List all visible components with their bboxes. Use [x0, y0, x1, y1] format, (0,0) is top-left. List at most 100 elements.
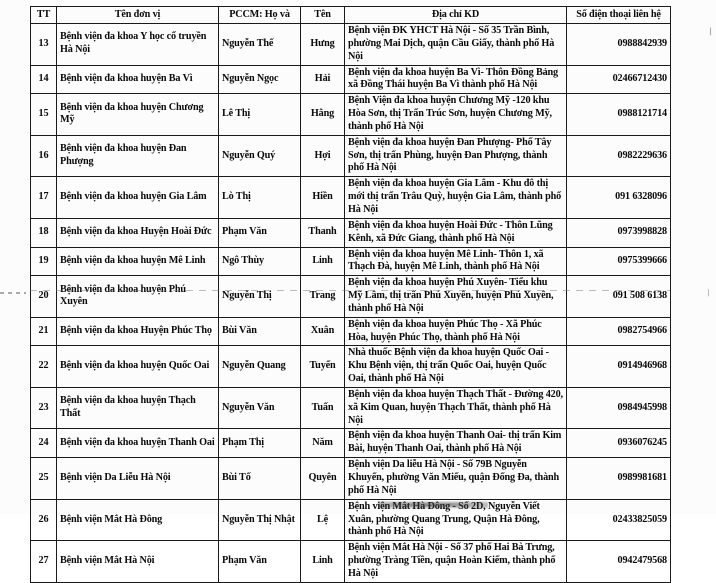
row-cell-phone: 02466712430: [566, 64, 671, 95]
row-cell-ho-va: Phạm Văn: [218, 217, 301, 248]
row-cell-unit: Bệnh viện đa khoa huyện Gia Lâm: [56, 176, 219, 219]
row-cell-tt: 24: [30, 428, 57, 459]
row-cell-phone: 0973998828: [566, 217, 671, 248]
row-cell-tt: 27: [30, 540, 57, 583]
row-cell-unit: Bệnh viện đa khoa huyện Quốc Oai: [56, 345, 219, 388]
row-cell-phone: 0982754966: [566, 316, 671, 347]
row-cell-phone: 0984945998: [566, 386, 671, 430]
row-cell-tt: 23: [30, 386, 57, 430]
row-cell-ten: Hiền: [300, 176, 345, 219]
row-cell-ho-va: Phạm Văn: [218, 540, 301, 583]
table-row: 24 Bệnh viện đa khoa huyện Thanh Oai Phạm …: [30, 428, 671, 459]
row-cell-phone: 0982229636: [566, 134, 671, 178]
table-header: TT Tên đơn vị PCCM: Họ và Tên Địa chỉ KD…: [30, 6, 671, 24]
row-cell-tt: 15: [30, 93, 57, 136]
row-cell-tt: 18: [30, 217, 57, 248]
row-cell-tt: 21: [30, 316, 57, 347]
row-cell-ten: Trang: [300, 275, 345, 318]
row-cell-ten: Hợi: [300, 134, 345, 178]
table-row: 27 Bệnh viện Mắt Hà Nội Phạm Văn Linh Bệnh v…: [30, 540, 671, 583]
row-cell-unit: Bệnh viện đa khoa huyện Phú Xuyên: [56, 275, 219, 318]
row-cell-unit: Bệnh viện Da Liễu Hà Nội: [56, 457, 219, 500]
row-cell-address: Bệnh viện đa khoa huyện Ba Vì- Thôn Đồng…: [344, 64, 567, 95]
column-header-ho-va: PCCM: Họ và: [218, 6, 301, 24]
row-cell-tt: 19: [30, 246, 57, 277]
row-cell-unit: Bệnh viện đa khoa huyện Mê Linh: [56, 246, 219, 277]
row-cell-unit: Bệnh viện Mắt Hà Đông: [56, 498, 219, 542]
table-row: 17 Bệnh viện đa khoa huyện Gia Lâm Lò Thị H…: [30, 176, 671, 219]
table-row: 22 Bệnh viện đa khoa huyện Quốc Oai Nguyễn…: [30, 345, 671, 388]
row-cell-ho-va: Bùi Tố: [218, 457, 301, 500]
row-cell-ten: Năm: [300, 428, 345, 459]
row-cell-ten: Hằng: [300, 93, 345, 136]
table-row: 18 Bệnh viện đa khoa Huyện Hoài Đức Phạm V…: [30, 217, 671, 248]
row-cell-phone: 0988121714: [566, 93, 671, 136]
row-cell-ho-va: Nguyễn Quang: [218, 345, 301, 388]
row-cell-unit: Bệnh viện đa khoa huyện Chương Mỹ: [56, 93, 219, 136]
row-cell-ten: Quyên: [300, 457, 345, 500]
row-cell-ho-va: Nguyễn Thị: [218, 275, 301, 318]
row-cell-address: Bệnh viện Mắt Hà Đông - Số 2D, Nguyễn Vi…: [344, 498, 567, 542]
row-cell-phone: 0988842939: [566, 23, 671, 66]
row-cell-unit: Bệnh viện đa khoa huyện Ba Vì: [56, 64, 219, 95]
table-row: 13 Bệnh viện đa khoa Y học cổ truyền Hà N…: [30, 23, 671, 66]
table-row: 26 Bệnh viện Mắt Hà Đông Nguyễn Thị Nhật Lệ…: [30, 498, 671, 542]
row-cell-ho-va: Lê Thị: [218, 93, 301, 136]
row-cell-ho-va: Ngô Thùy: [218, 246, 301, 277]
row-cell-address: Bệnh viện đa khoa huyện Đan Phượng- Phố …: [344, 134, 567, 178]
row-cell-address: Bệnh Viện đa khoa huyện Chương Mỹ -120 k…: [344, 93, 567, 136]
column-header-phone: Số điện thoại liên hệ: [566, 6, 671, 24]
row-cell-phone: 0936076245: [566, 428, 671, 459]
row-cell-ho-va: Nguyễn Thế: [218, 23, 301, 66]
row-cell-tt: 22: [30, 345, 57, 388]
row-cell-unit: Bệnh viện đa khoa huyện Thanh Oai: [56, 428, 219, 459]
row-cell-address: Nhà thuốc Bệnh viện đa khoa huyện Quốc O…: [344, 345, 567, 388]
table-header-row: TT Tên đơn vị PCCM: Họ và Tên Địa chỉ KD…: [30, 6, 671, 24]
row-cell-unit: Bệnh viện Mắt Hà Nội: [56, 540, 219, 583]
row-cell-ten: Linh: [300, 246, 345, 277]
row-cell-ten: Xuân: [300, 316, 345, 347]
row-cell-tt: 17: [30, 176, 57, 219]
table-body: 13 Bệnh viện đa khoa Y học cổ truyền Hà N…: [30, 23, 671, 583]
table-row: 16 Bệnh viện đa khoa huyện Đan Phượng Nguy…: [30, 134, 671, 178]
row-cell-address: Bệnh viện đa khoa huyện Gia Lâm - Khu đô…: [344, 176, 567, 219]
row-cell-tt: 26: [30, 498, 57, 542]
row-cell-address: Bệnh viện đa khoa huyện Mê Linh- Thôn 1,…: [344, 246, 567, 277]
row-cell-unit: Bệnh viện đa khoa huyện Đan Phượng: [56, 134, 219, 178]
column-header-tt: TT: [30, 6, 57, 24]
row-cell-address: Bệnh viện Mắt Hà Nội - Số 37 phố Hai Bà …: [344, 540, 567, 583]
row-cell-unit: Bệnh viện đa khoa Y học cổ truyền Hà Nội: [56, 23, 219, 66]
column-header-ten: Tên: [300, 6, 345, 24]
row-cell-tt: 13: [30, 23, 57, 66]
row-cell-phone: 0989981681: [566, 457, 671, 500]
row-cell-phone: 02433825059: [566, 498, 671, 542]
row-cell-ho-va: Nguyễn Thị Nhật: [218, 498, 301, 542]
table-row: 21 Bệnh viện đa khoa Huyện Phúc Thọ Bùi Vă…: [30, 316, 671, 347]
row-cell-ho-va: Lò Thị: [218, 176, 301, 219]
table-row: 20 Bệnh viện đa khoa huyện Phú Xuyên Nguyễ…: [30, 275, 671, 318]
row-cell-phone: 0914946968: [566, 345, 671, 388]
table-row: 19 Bệnh viện đa khoa huyện Mê Linh Ngô Thù…: [30, 246, 671, 277]
row-cell-address: Bệnh viện ĐK YHCT Hà Nội - Số 35 Trần Bì…: [344, 23, 567, 66]
table-row: 25 Bệnh viện Da Liễu Hà Nội Bùi Tố Quyên Bện…: [30, 457, 671, 500]
row-cell-phone: 091 508 6138: [566, 275, 671, 318]
row-cell-ten: Hải: [300, 64, 345, 95]
row-cell-address: Bệnh viện đa khoa huyện Phú Xuyên- Tiểu …: [344, 275, 567, 318]
row-cell-phone: 0942479568: [566, 540, 671, 583]
row-cell-ten: Tuấn: [300, 386, 345, 430]
row-cell-address: Bệnh viện đa khoa huyện Thanh Oai- thị t…: [344, 428, 567, 459]
row-cell-phone: 0975399666: [566, 246, 671, 277]
row-cell-phone: 091 6328096: [566, 176, 671, 219]
hospital-contact-table: TT Tên đơn vị PCCM: Họ và Tên Địa chỉ KD…: [30, 6, 671, 583]
row-cell-unit: Bệnh viện đa khoa Huyện Hoài Đức: [56, 217, 219, 248]
row-cell-ho-va: Nguyễn Quý: [218, 134, 301, 178]
row-cell-address: Bệnh viện đa khoa huyện Phúc Thọ - Xã Ph…: [344, 316, 567, 347]
row-cell-ho-va: Nguyễn Ngọc: [218, 64, 301, 95]
hospital-contact-table-container: TT Tên đơn vị PCCM: Họ và Tên Địa chỉ KD…: [30, 6, 671, 583]
row-cell-ten: Tuyến: [300, 345, 345, 388]
table-row: 14 Bệnh viện đa khoa huyện Ba Vì Nguyễn Ng…: [30, 64, 671, 95]
row-cell-ho-va: Bùi Văn: [218, 316, 301, 347]
column-header-address: Địa chỉ KD: [344, 6, 567, 24]
row-cell-ho-va: Nguyễn Văn: [218, 386, 301, 430]
row-cell-tt: 20: [30, 275, 57, 318]
